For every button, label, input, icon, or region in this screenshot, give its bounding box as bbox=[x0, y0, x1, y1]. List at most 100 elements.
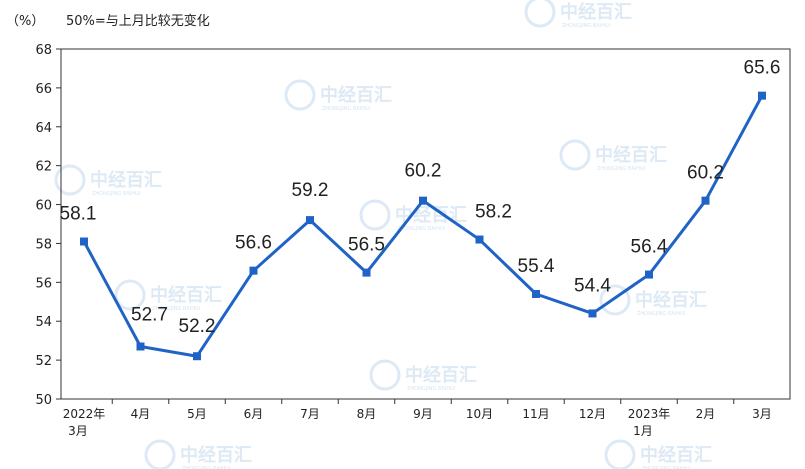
x-tick-label: 5月 bbox=[187, 407, 207, 421]
y-axis: 50 52 54 56 58 60 62 64 66 68 bbox=[35, 43, 61, 408]
watermark-subtext: ZHONGJING BAIHUI bbox=[637, 311, 685, 317]
watermark-subtext: ZHONGJING BAIHUI bbox=[182, 466, 230, 469]
x-tick-label: 8月 bbox=[357, 407, 377, 421]
data-point-marker bbox=[193, 352, 201, 361]
watermark-logo-icon bbox=[54, 164, 86, 196]
y-tick-label: 64 bbox=[35, 121, 52, 136]
data-label: 58.2 bbox=[475, 202, 512, 223]
watermark-text: 中经百汇 bbox=[560, 1, 632, 23]
y-tick-label: 52 bbox=[35, 354, 52, 369]
y-tick-label: 50 bbox=[35, 393, 52, 408]
data-label: 56.4 bbox=[631, 237, 668, 258]
watermark-text: 中经百汇 bbox=[90, 169, 162, 191]
data-point-marker bbox=[701, 196, 710, 205]
y-tick-label: 56 bbox=[35, 276, 52, 291]
x-tick-label: 3月 bbox=[752, 407, 772, 421]
x-tick-label: 1月 bbox=[633, 424, 653, 438]
data-label: 56.5 bbox=[348, 235, 385, 256]
y-tick-label: 62 bbox=[35, 160, 52, 175]
watermark-text: 中经百汇 bbox=[595, 144, 667, 166]
data-label: 56.6 bbox=[235, 233, 272, 254]
data-label: 65.6 bbox=[744, 58, 781, 79]
watermark-subtext: ZHONGJING BAIHUI bbox=[562, 23, 610, 29]
watermark-logo-icon bbox=[284, 79, 316, 111]
data-point-marker bbox=[249, 266, 258, 275]
x-tick-label: 2023年 bbox=[628, 407, 671, 421]
watermark-logo-icon bbox=[369, 359, 401, 391]
watermark-text: 中经百汇 bbox=[180, 444, 252, 466]
x-tick-label: 12月 bbox=[579, 407, 606, 421]
data-label: 55.4 bbox=[518, 256, 555, 277]
data-point-marker bbox=[362, 268, 371, 277]
x-tick-label: 11月 bbox=[522, 407, 549, 421]
watermark-subtext: ZHONGJING BAIHUI bbox=[642, 466, 690, 469]
x-axis: 2022年 3月 4月 5月 6月 7月 8月 9月 10月 11月 12月 2023年 1月 2月 3月 bbox=[63, 399, 772, 438]
data-label: 60.2 bbox=[687, 163, 724, 184]
data-point-marker bbox=[532, 290, 540, 298]
watermark-logo-icon bbox=[524, 0, 556, 28]
unit-label: （%） bbox=[6, 14, 45, 29]
watermark-text: 中经百汇 bbox=[150, 284, 222, 306]
watermark-subtext: ZHONGJING BAIHUI bbox=[92, 191, 140, 197]
y-tick-label: 58 bbox=[35, 237, 52, 252]
watermark-logo-icon bbox=[559, 139, 591, 171]
watermark-logo-icon bbox=[599, 284, 631, 316]
watermark-subtext: ZHONGJING BAIHUI bbox=[597, 166, 645, 172]
watermark-subtext: ZHONGJING BAIHUI bbox=[152, 306, 200, 312]
watermark-text: 中经百汇 bbox=[635, 289, 707, 311]
data-labels-layer: 58.1 52.7 52.2 56.6 59.2 56.5 60.2 58.2 55.4 54.4… bbox=[60, 58, 781, 338]
data-point-marker bbox=[475, 235, 484, 244]
data-label: 58.1 bbox=[60, 204, 97, 225]
reference-note: 50%=与上月比较无变化 bbox=[66, 14, 210, 29]
watermark-logo-icon bbox=[604, 439, 636, 469]
x-tick-label: 4月 bbox=[131, 407, 151, 421]
x-tick-label: 9月 bbox=[413, 407, 433, 421]
watermark-logo-icon bbox=[114, 279, 146, 311]
data-label: 52.2 bbox=[179, 316, 216, 337]
markers-layer bbox=[80, 91, 766, 361]
watermark-text: 中经百汇 bbox=[395, 204, 467, 226]
watermark-logo-icon bbox=[144, 439, 176, 469]
watermark-subtext: ZHONGJING BAIHUI bbox=[397, 226, 445, 232]
y-tick-label: 54 bbox=[35, 315, 52, 330]
y-tick-label: 68 bbox=[35, 43, 52, 58]
x-tick-label: 10月 bbox=[466, 407, 493, 421]
y-tick-label: 60 bbox=[35, 199, 52, 214]
y-tick-label: 66 bbox=[35, 82, 52, 97]
data-point-marker bbox=[136, 342, 145, 351]
x-tick-label: 3月 bbox=[68, 424, 88, 438]
watermark-text: 中经百汇 bbox=[320, 84, 392, 106]
watermark-logo-icon bbox=[359, 199, 391, 231]
watermark-text: 中经百汇 bbox=[405, 364, 477, 386]
data-point-marker bbox=[758, 91, 766, 100]
data-point-marker bbox=[588, 309, 597, 318]
watermark-text: 中经百汇 bbox=[640, 444, 712, 466]
data-label: 60.2 bbox=[405, 161, 442, 182]
data-label: 52.7 bbox=[131, 305, 168, 326]
watermark-subtext: ZHONGJING BAIHUI bbox=[407, 386, 455, 392]
watermark-subtext: ZHONGJING BAIHUI bbox=[322, 106, 370, 112]
data-point-marker bbox=[419, 196, 427, 205]
data-point-marker bbox=[306, 216, 314, 225]
data-point-marker bbox=[645, 270, 653, 279]
x-tick-label: 2022年 bbox=[63, 407, 106, 421]
x-tick-label: 6月 bbox=[244, 407, 264, 421]
x-tick-label: 7月 bbox=[300, 407, 320, 421]
data-label: 54.4 bbox=[574, 275, 611, 296]
data-label: 59.2 bbox=[292, 180, 329, 201]
x-tick-label: 2月 bbox=[696, 407, 716, 421]
data-point-marker bbox=[80, 237, 88, 246]
plot-frame bbox=[60, 48, 791, 400]
